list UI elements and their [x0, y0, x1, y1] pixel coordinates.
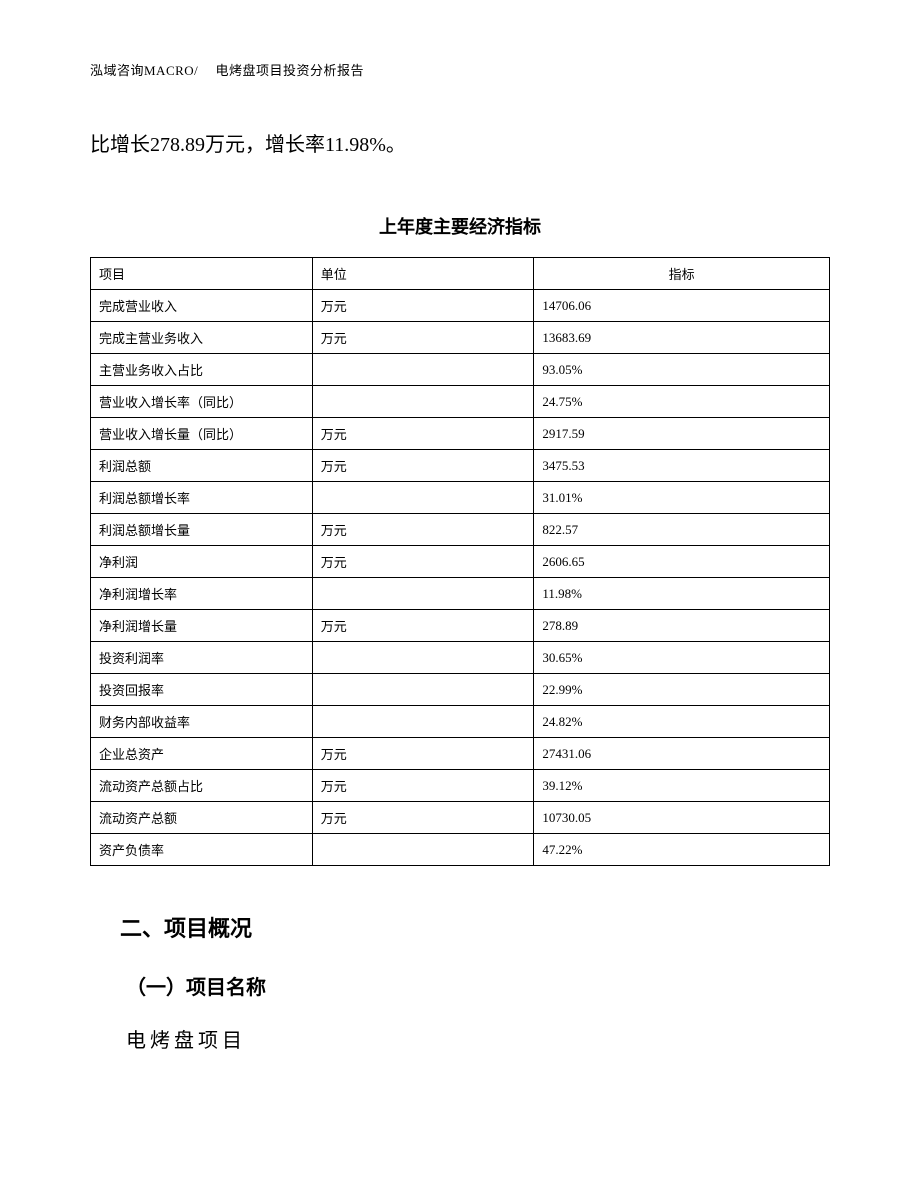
table-row: 资产负债率 47.22% [91, 834, 830, 866]
page-header: 泓域咨询MACRO/ 电烤盘项目投资分析报告 [90, 60, 830, 79]
table-cell-unit [312, 674, 534, 706]
table-cell-item: 营业收入增长量（同比） [91, 418, 313, 450]
table-row: 投资回报率 22.99% [91, 674, 830, 706]
table-cell-item: 净利润 [91, 546, 313, 578]
table-cell-unit: 万元 [312, 770, 534, 802]
table-cell-unit: 万元 [312, 802, 534, 834]
table-cell-item: 投资回报率 [91, 674, 313, 706]
body-paragraph: 比增长278.89万元，增长率11.98%。 [90, 127, 830, 163]
table-cell-item: 主营业务收入占比 [91, 354, 313, 386]
table-row: 投资利润率 30.65% [91, 642, 830, 674]
table-row: 企业总资产 万元 27431.06 [91, 738, 830, 770]
table-cell-unit [312, 386, 534, 418]
table-row: 营业收入增长率（同比） 24.75% [91, 386, 830, 418]
table-row: 利润总额增长量 万元 822.57 [91, 514, 830, 546]
table-cell-value: 13683.69 [534, 322, 830, 354]
table-cell-value: 24.82% [534, 706, 830, 738]
table-cell-value: 822.57 [534, 514, 830, 546]
table-cell-value: 39.12% [534, 770, 830, 802]
table-cell-item: 流动资产总额占比 [91, 770, 313, 802]
table-cell-unit [312, 578, 534, 610]
table-cell-value: 24.75% [534, 386, 830, 418]
table-cell-unit [312, 482, 534, 514]
table-cell-item: 投资利润率 [91, 642, 313, 674]
table-cell-item: 利润总额增长率 [91, 482, 313, 514]
table-cell-value: 14706.06 [534, 290, 830, 322]
table-cell-item: 财务内部收益率 [91, 706, 313, 738]
table-row: 净利润增长率 11.98% [91, 578, 830, 610]
table-row: 完成主营业务收入 万元 13683.69 [91, 322, 830, 354]
table-cell-unit [312, 354, 534, 386]
table-cell-item: 利润总额增长量 [91, 514, 313, 546]
table-cell-value: 11.98% [534, 578, 830, 610]
table-cell-unit [312, 706, 534, 738]
table-row: 流动资产总额占比 万元 39.12% [91, 770, 830, 802]
section-2-heading: 二、项目概况 [120, 911, 830, 943]
table-cell-unit [312, 642, 534, 674]
table-cell-unit: 万元 [312, 738, 534, 770]
table-header-value: 指标 [534, 258, 830, 290]
subsection-2-1-content: 电烤盘项目 [126, 1024, 830, 1053]
table-cell-unit: 万元 [312, 514, 534, 546]
table-cell-unit: 万元 [312, 546, 534, 578]
table-cell-value: 93.05% [534, 354, 830, 386]
table-cell-value: 2917.59 [534, 418, 830, 450]
table-cell-value: 2606.65 [534, 546, 830, 578]
table-row: 净利润增长量 万元 278.89 [91, 610, 830, 642]
table-row: 财务内部收益率 24.82% [91, 706, 830, 738]
table-cell-value: 47.22% [534, 834, 830, 866]
subsection-2-1-heading: （一）项目名称 [126, 971, 830, 1000]
table-cell-value: 30.65% [534, 642, 830, 674]
table-cell-value: 3475.53 [534, 450, 830, 482]
table-cell-value: 22.99% [534, 674, 830, 706]
table-row: 利润总额 万元 3475.53 [91, 450, 830, 482]
table-cell-value: 31.01% [534, 482, 830, 514]
table-row: 主营业务收入占比 93.05% [91, 354, 830, 386]
table-cell-item: 完成营业收入 [91, 290, 313, 322]
table-row: 完成营业收入 万元 14706.06 [91, 290, 830, 322]
table-cell-unit: 万元 [312, 450, 534, 482]
table-cell-unit: 万元 [312, 322, 534, 354]
table-header-unit: 单位 [312, 258, 534, 290]
economic-indicators-table: 项目 单位 指标 完成营业收入 万元 14706.06 完成主营业务收入 万元 … [90, 257, 830, 866]
table-cell-value: 27431.06 [534, 738, 830, 770]
table-row: 营业收入增长量（同比） 万元 2917.59 [91, 418, 830, 450]
table-cell-item: 流动资产总额 [91, 802, 313, 834]
table-header-row: 项目 单位 指标 [91, 258, 830, 290]
table-row: 利润总额增长率 31.01% [91, 482, 830, 514]
table-cell-unit: 万元 [312, 290, 534, 322]
table-body: 完成营业收入 万元 14706.06 完成主营业务收入 万元 13683.69 … [91, 290, 830, 866]
table-cell-item: 净利润增长量 [91, 610, 313, 642]
table-cell-item: 营业收入增长率（同比） [91, 386, 313, 418]
table-cell-item: 完成主营业务收入 [91, 322, 313, 354]
table-title: 上年度主要经济指标 [90, 213, 830, 239]
table-cell-unit [312, 834, 534, 866]
table-cell-item: 净利润增长率 [91, 578, 313, 610]
table-header-item: 项目 [91, 258, 313, 290]
table-cell-item: 利润总额 [91, 450, 313, 482]
table-row: 净利润 万元 2606.65 [91, 546, 830, 578]
table-cell-value: 278.89 [534, 610, 830, 642]
table-row: 流动资产总额 万元 10730.05 [91, 802, 830, 834]
table-cell-unit: 万元 [312, 418, 534, 450]
table-cell-item: 企业总资产 [91, 738, 313, 770]
table-cell-unit: 万元 [312, 610, 534, 642]
table-cell-value: 10730.05 [534, 802, 830, 834]
table-cell-item: 资产负债率 [91, 834, 313, 866]
